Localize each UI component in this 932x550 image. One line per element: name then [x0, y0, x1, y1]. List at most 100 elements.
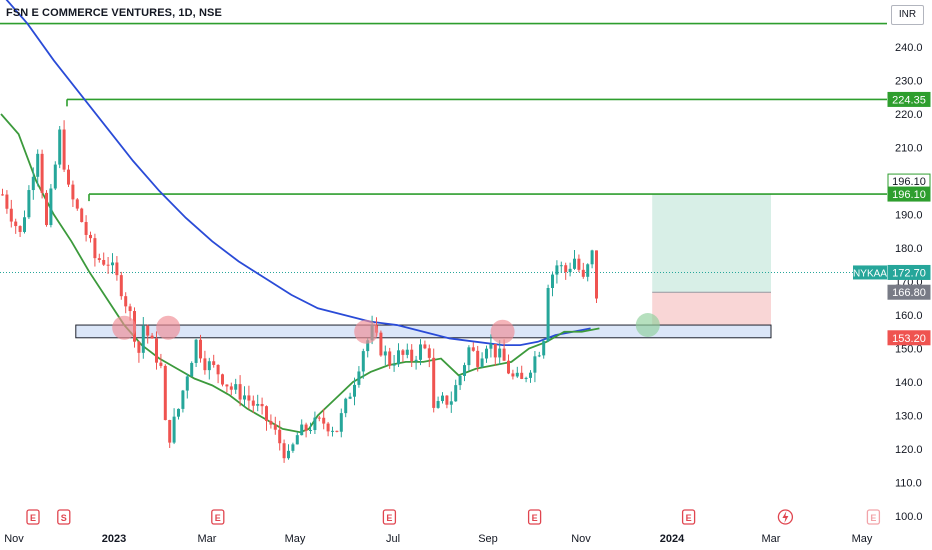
level-line: [88, 193, 887, 202]
candle-body: [449, 401, 453, 405]
candle-body: [243, 395, 246, 400]
candle-body: [71, 184, 75, 200]
event-badge: [26, 509, 40, 525]
candle-body: [159, 362, 163, 366]
y-tick-label: 140.0: [895, 377, 923, 389]
y-tick-label: 180.0: [895, 243, 923, 255]
event-marker: E: [527, 509, 542, 525]
event-badge-label: E: [532, 513, 538, 523]
y-tick-label: 110.0: [895, 478, 922, 490]
event-marker: E: [382, 509, 397, 525]
candle-body: [229, 386, 233, 390]
candle-body: [168, 420, 172, 443]
candle-body: [595, 250, 598, 299]
candle-body: [326, 423, 330, 432]
event-badge-label: E: [30, 513, 36, 523]
y-tick-label: 190.0: [895, 210, 923, 222]
candle-body: [467, 347, 471, 366]
candle-body: [507, 360, 510, 374]
candle-body: [335, 430, 339, 432]
price-tag-label: 224.35: [892, 94, 926, 106]
candle-body: [427, 348, 431, 358]
candle-body: [62, 129, 66, 170]
candle-body: [93, 238, 97, 259]
candle-body: [269, 420, 273, 425]
x-tick-label: Nov: [571, 533, 591, 545]
sma-long-line: [5, 0, 591, 347]
candle-body: [520, 372, 524, 379]
candle-body: [102, 259, 106, 265]
candle-body: [471, 347, 475, 351]
candle-body: [432, 357, 436, 408]
candle-body: [397, 350, 400, 365]
candle-body: [586, 264, 590, 277]
candle-body: [300, 424, 304, 436]
candle-body: [278, 429, 282, 444]
candle-body: [172, 416, 176, 443]
candle-body: [199, 339, 202, 359]
candle-body: [441, 395, 444, 402]
candle-body: [190, 362, 194, 377]
candle-body: [251, 400, 255, 406]
candle-body: [287, 450, 290, 459]
candle-body: [529, 372, 532, 378]
symbol-title: FSN E COMMERCE VENTURES, 1D, NSE: [6, 7, 222, 19]
event-marker: E: [866, 509, 881, 525]
candle-body: [106, 264, 110, 266]
candle-body: [533, 356, 537, 373]
candle-body: [524, 377, 528, 379]
event-marker: [777, 509, 794, 525]
candle-body: [89, 234, 92, 239]
y-tick-label: 150.0: [895, 344, 923, 356]
candle-body: [177, 408, 180, 417]
candle-body: [247, 395, 251, 401]
candle-body: [476, 350, 480, 367]
candle-body: [111, 262, 114, 266]
candle-body: [559, 265, 563, 267]
candle-body: [537, 355, 541, 357]
candle-body: [388, 351, 392, 366]
candle-body: [344, 398, 348, 414]
candle-body: [49, 188, 53, 226]
candle-body: [27, 190, 31, 218]
candle-body: [502, 348, 506, 361]
touch-marker: [354, 319, 379, 344]
candle-body: [542, 341, 546, 356]
candle-body: [67, 169, 70, 185]
candle-body: [405, 349, 409, 355]
candle-body: [357, 371, 361, 385]
price-tag: [887, 186, 931, 202]
candle-body: [401, 350, 405, 355]
candle-body: [379, 332, 383, 356]
candle-body: [14, 221, 18, 227]
event-marker: E: [26, 509, 40, 525]
price-tag-label: 172.70: [892, 267, 926, 279]
event-badge: [681, 509, 696, 525]
sma-short-line: [0, 113, 600, 434]
candle-body: [256, 403, 260, 406]
candle-body: [207, 361, 211, 371]
touch-marker: [112, 315, 137, 340]
price-tag: [887, 330, 931, 346]
y-tick-label: 240.0: [895, 42, 923, 54]
candle-body: [36, 153, 40, 177]
candle-body: [291, 444, 295, 451]
candle-body: [304, 424, 308, 431]
y-tick-label: 230.0: [895, 76, 923, 88]
candle-body: [45, 192, 48, 226]
candle-body: [551, 274, 554, 288]
candle-body: [137, 341, 141, 353]
candle-body: [234, 384, 238, 390]
price-tag: [887, 284, 931, 300]
candle-body: [436, 401, 440, 408]
candle-body: [568, 268, 572, 273]
candle-body: [194, 339, 198, 363]
y-tick-label: 120.0: [895, 444, 923, 456]
price-tag-label: 196.10: [892, 176, 926, 188]
candle-body: [577, 258, 581, 270]
candle-body: [309, 430, 312, 432]
candle-body: [383, 351, 387, 356]
x-tick-label: May: [285, 533, 306, 545]
currency-button[interactable]: INR: [891, 5, 924, 25]
